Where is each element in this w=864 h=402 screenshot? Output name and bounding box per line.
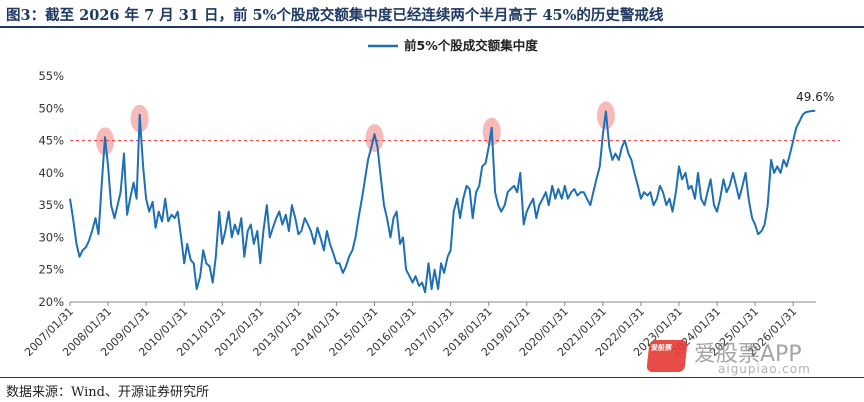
y-tick-label: 55%: [38, 69, 64, 83]
watermark-url: aigupiao.com: [718, 362, 811, 376]
watermark: 爱股票 爱股票APP aigupiao.com: [646, 338, 858, 378]
end-value-label: 49.6%: [796, 90, 834, 104]
watermark-logo-text: 爱股票: [650, 344, 673, 352]
watermark-name: 爱股票APP: [694, 342, 802, 367]
watermark-logo-icon: 爱股票: [646, 340, 688, 372]
line-chart: 20%25%30%35%40%45%50%55%2007/01/312008/0…: [22, 38, 840, 359]
title-rule: [0, 26, 864, 28]
series-line: [69, 109, 816, 294]
y-tick-label: 40%: [38, 166, 64, 180]
data-source-note: 数据来源：Wind、开源证券研究所: [6, 385, 209, 400]
figure-title: 图3：截至 2026 年 7 月 31 日，前 5%个股成交额集中度已经连续两个…: [6, 7, 664, 24]
y-tick-label: 45%: [38, 134, 64, 148]
y-tick-label: 25%: [38, 263, 64, 277]
y-tick-label: 35%: [38, 198, 64, 212]
y-tick-label: 50%: [38, 101, 64, 115]
legend-label: 前5%个股成交额集中度: [404, 38, 538, 53]
legend: 前5%个股成交额集中度: [368, 38, 538, 53]
y-tick-label: 30%: [38, 230, 64, 244]
bottom-rule: [0, 377, 864, 378]
y-tick-label: 20%: [38, 295, 64, 309]
